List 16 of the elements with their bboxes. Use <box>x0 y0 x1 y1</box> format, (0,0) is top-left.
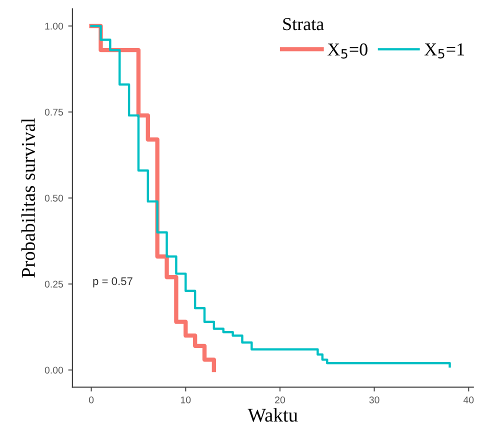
legend-title: Strata <box>283 18 324 30</box>
x-axis-title: Waktu <box>248 408 298 422</box>
y-axis-title: Probabilitas survival <box>21 118 35 278</box>
y-tick-label: 0.25 <box>44 280 64 288</box>
y-tick-label: 0.75 <box>44 108 64 116</box>
x-tick-label: 40 <box>463 396 474 404</box>
y-tick-label: 1.00 <box>45 22 64 30</box>
annotation: p = 0.57 <box>93 277 132 288</box>
y-tick-label: 0.50 <box>44 194 64 202</box>
x-tick-label: 30 <box>369 396 380 404</box>
x-tick-label: 20 <box>275 396 285 404</box>
legend-label: X$_{5}$=0 <box>328 43 368 59</box>
x-tick-label: 0 <box>88 396 94 404</box>
x-tick-label: 10 <box>180 396 191 404</box>
y-tick-label: 0.00 <box>44 366 64 374</box>
legend-label: X$_{5}$=1 <box>424 43 464 58</box>
